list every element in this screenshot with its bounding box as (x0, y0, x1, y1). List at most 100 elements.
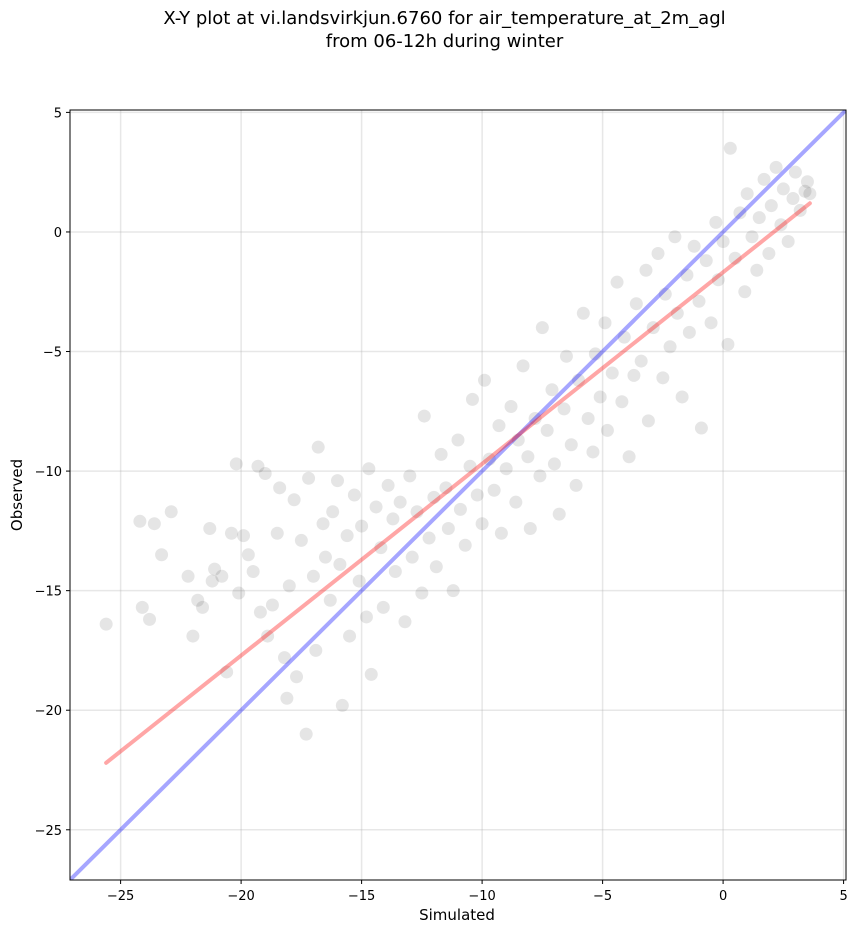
data-point (559, 349, 573, 363)
data-point (521, 450, 535, 464)
data-point (282, 579, 296, 593)
data-point (364, 667, 378, 681)
data-point (253, 605, 267, 619)
data-point (516, 359, 530, 373)
data-point (237, 529, 251, 543)
data-point (699, 254, 713, 268)
data-point (478, 373, 492, 387)
data-point (752, 211, 766, 225)
data-point (598, 316, 612, 330)
x-tick-label: −5 (593, 889, 612, 904)
x-axis-label: Simulated (419, 906, 495, 924)
data-point (627, 368, 641, 382)
data-point (788, 165, 802, 179)
data-point (273, 481, 287, 495)
data-point (458, 538, 472, 552)
data-point (475, 517, 489, 531)
data-point (793, 203, 807, 217)
data-point (600, 423, 614, 437)
data-point (133, 514, 147, 528)
data-point (251, 459, 265, 473)
data-point (299, 727, 313, 741)
data-point (405, 550, 419, 564)
data-point (615, 395, 629, 409)
data-point (224, 526, 238, 540)
data-point (417, 409, 431, 423)
data-point (309, 643, 323, 657)
data-point (762, 246, 776, 260)
data-point (147, 517, 161, 531)
data-point (316, 517, 330, 531)
data-point (586, 445, 600, 459)
y-tick-label: −20 (35, 704, 62, 719)
data-point (593, 390, 607, 404)
data-point (186, 629, 200, 643)
data-point (463, 459, 477, 473)
data-point (306, 569, 320, 583)
data-point (533, 469, 547, 483)
data-point (326, 505, 340, 519)
data-point (733, 206, 747, 220)
data-point (335, 698, 349, 712)
data-point (535, 321, 549, 335)
data-point (359, 610, 373, 624)
data-point (261, 629, 275, 643)
data-point (410, 505, 424, 519)
data-point (470, 488, 484, 502)
data-point (629, 297, 643, 311)
data-point (675, 390, 689, 404)
data-point (803, 187, 817, 201)
data-point (422, 531, 436, 545)
data-point (381, 478, 395, 492)
data-point (415, 586, 429, 600)
data-point (333, 557, 347, 571)
data-point (439, 481, 453, 495)
data-point (581, 411, 595, 425)
data-point (331, 474, 345, 488)
data-point (569, 478, 583, 492)
data-point (680, 268, 694, 282)
data-point (757, 172, 771, 186)
data-point (798, 184, 812, 198)
data-point (670, 306, 684, 320)
data-point (800, 175, 814, 189)
data-point (774, 218, 788, 232)
data-point (277, 651, 291, 665)
data-point (492, 419, 506, 433)
data-point (258, 466, 272, 480)
data-point (343, 629, 357, 643)
data-point (511, 433, 525, 447)
data-point (429, 560, 443, 574)
y-axis-label: Observed (8, 459, 26, 531)
data-point (232, 586, 246, 600)
data-point (287, 493, 301, 507)
data-point (786, 191, 800, 205)
y-tick-label: −15 (35, 585, 62, 600)
data-points (99, 141, 817, 741)
data-point (588, 347, 602, 361)
y-tick-label: −5 (43, 346, 62, 361)
data-point (398, 615, 412, 629)
data-point (622, 450, 636, 464)
data-point (617, 330, 631, 344)
x-tick-label: −10 (468, 889, 495, 904)
x-tick-label: −25 (107, 889, 134, 904)
data-point (646, 321, 660, 335)
data-point (347, 488, 361, 502)
data-point (229, 457, 243, 471)
y-tick-label: 0 (54, 226, 62, 241)
data-point (441, 521, 455, 535)
y-tick-label: 5 (54, 106, 62, 121)
identity-line (70, 110, 846, 880)
data-point (728, 251, 742, 265)
data-point (393, 495, 407, 509)
data-point (270, 526, 284, 540)
data-point (552, 507, 566, 521)
y-tick-label: −25 (35, 824, 62, 839)
data-point (215, 569, 229, 583)
data-point (196, 600, 210, 614)
data-point (494, 526, 508, 540)
data-point (781, 235, 795, 249)
data-point (143, 612, 157, 626)
